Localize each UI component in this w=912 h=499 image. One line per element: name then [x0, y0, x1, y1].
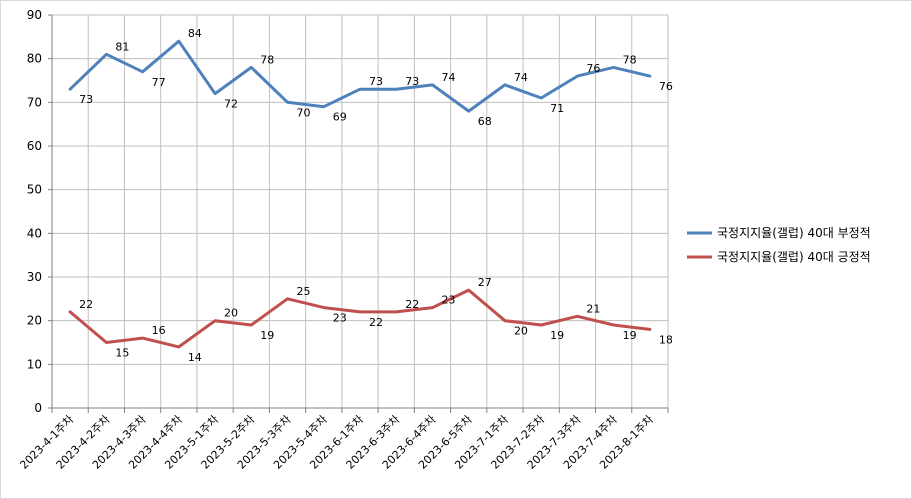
- data-label: 22: [405, 298, 419, 311]
- data-label: 76: [586, 62, 600, 75]
- data-label: 73: [405, 75, 419, 88]
- data-label: 21: [586, 302, 600, 315]
- series-line-0: [68, 39, 652, 113]
- data-label: 19: [550, 329, 564, 342]
- data-label: 69: [333, 111, 347, 124]
- y-tick-label: 0: [34, 401, 42, 415]
- y-tick-label: 70: [27, 95, 42, 109]
- legend-label-1: 국정지지율(갤럽) 40대 긍정적: [717, 250, 871, 264]
- data-label: 73: [79, 93, 93, 106]
- data-label: 68: [478, 115, 492, 128]
- data-label: 77: [152, 76, 166, 89]
- plot-area: [52, 15, 668, 408]
- data-label: 81: [115, 40, 129, 53]
- data-label: 27: [478, 276, 492, 289]
- data-label: 23: [333, 312, 347, 325]
- y-tick-label: 30: [27, 270, 42, 284]
- data-label: 14: [188, 351, 202, 364]
- y-tick-label: 20: [27, 314, 42, 328]
- data-label: 76: [659, 80, 673, 93]
- data-label: 22: [79, 298, 93, 311]
- grid-layer: [51, 14, 669, 409]
- data-label: 18: [659, 333, 673, 346]
- y-tick-label: 60: [27, 139, 42, 153]
- data-label: 73: [369, 75, 383, 88]
- y-tick-label: 40: [27, 226, 42, 240]
- data-label: 23: [441, 294, 455, 307]
- data-label: 20: [224, 307, 238, 320]
- data-label: 19: [623, 329, 637, 342]
- y-tick-label: 90: [27, 8, 42, 22]
- data-label: 74: [441, 71, 455, 84]
- data-label: 78: [260, 53, 274, 66]
- legend-label-0: 국정지지율(갤럽) 40대 부정적: [717, 226, 871, 240]
- data-label: 72: [224, 98, 238, 111]
- label-layer: 73 81 77 84 72 78 70 69 73 73 74 68 74 71 76 78 76 22 15 16…: [79, 27, 673, 364]
- data-label: 70: [297, 106, 311, 119]
- data-label: 16: [152, 324, 166, 337]
- data-label: 15: [115, 347, 129, 360]
- data-label: 78: [623, 53, 637, 66]
- series-layer: [68, 39, 652, 349]
- data-label: 74: [514, 71, 528, 84]
- data-label: 20: [514, 325, 528, 338]
- y-tick-label: 10: [27, 357, 42, 371]
- data-label: 22: [369, 316, 383, 329]
- y-tick-label: 50: [27, 183, 42, 197]
- series-line-1: [68, 288, 652, 349]
- y-tick-label: 80: [27, 52, 42, 66]
- data-label: 25: [297, 285, 311, 298]
- data-label: 71: [550, 102, 564, 115]
- data-label: 84: [188, 27, 202, 40]
- data-label: 19: [260, 329, 274, 342]
